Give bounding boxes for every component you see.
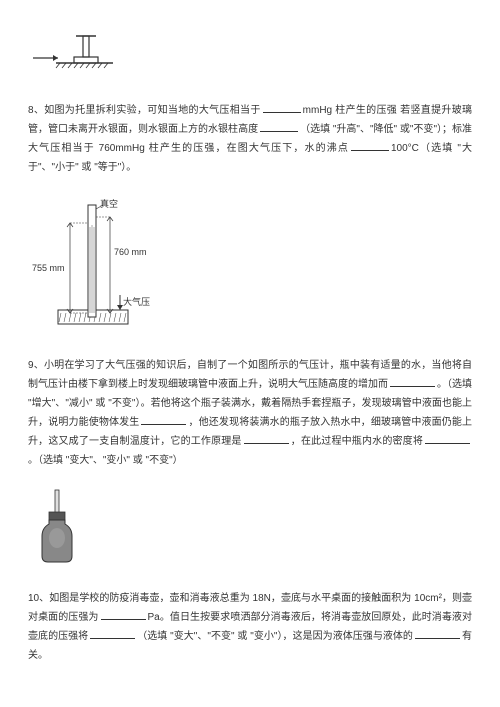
q8-unit1: mmHg	[303, 105, 332, 116]
q10-blank2	[90, 627, 135, 639]
q10-blank1	[101, 608, 146, 620]
label-760: 760 mm	[114, 247, 147, 257]
figure-bottle	[28, 488, 472, 575]
q9-t3: ，在此过程中瓶内水的密度将	[291, 436, 423, 447]
label-atm: 大气压	[123, 296, 150, 307]
question-8: 8、如图为托里拆利实验，可知当地的大气压相当于mmHg 柱产生的压强 若竖直提升…	[28, 101, 472, 177]
q9-blank1	[390, 375, 435, 387]
figure-clamp	[28, 30, 472, 87]
q8-blank1	[263, 101, 301, 113]
q10-opts1: （选填 "变大"、"不变" 或 "变小"），这是因为液体压强与液体的	[137, 631, 413, 642]
q9-blank3	[244, 432, 289, 444]
q8-number: 8、	[28, 105, 44, 116]
q8-blank3	[351, 139, 389, 151]
q8-t1: 如图为托里拆利实验，可知当地的大气压相当于	[44, 105, 260, 116]
figure-torricelli: 真空 755 mm 760 mm 大气压	[28, 195, 472, 342]
q9-blank4	[425, 432, 470, 444]
label-vacuum: 真空	[100, 198, 118, 209]
q9-opts2: 。（选填 "变大"、"变小" 或 "不变"）	[28, 455, 183, 466]
label-755: 755 mm	[32, 263, 65, 273]
question-9: 9、小明在学习了大气压强的知识后，自制了一个如图所示的气压计，瓶中装有适量的水，…	[28, 356, 472, 470]
q8-blank2	[260, 120, 298, 132]
q9-blank2	[141, 413, 186, 425]
q10-blank3	[415, 627, 460, 639]
q9-number: 9、	[28, 360, 44, 371]
q10-number: 10、	[28, 593, 49, 604]
question-10: 10、如图是学校的防疫消毒壶，壶和消毒液总重为 18N，壶底与水平桌面的接触面积…	[28, 589, 472, 665]
